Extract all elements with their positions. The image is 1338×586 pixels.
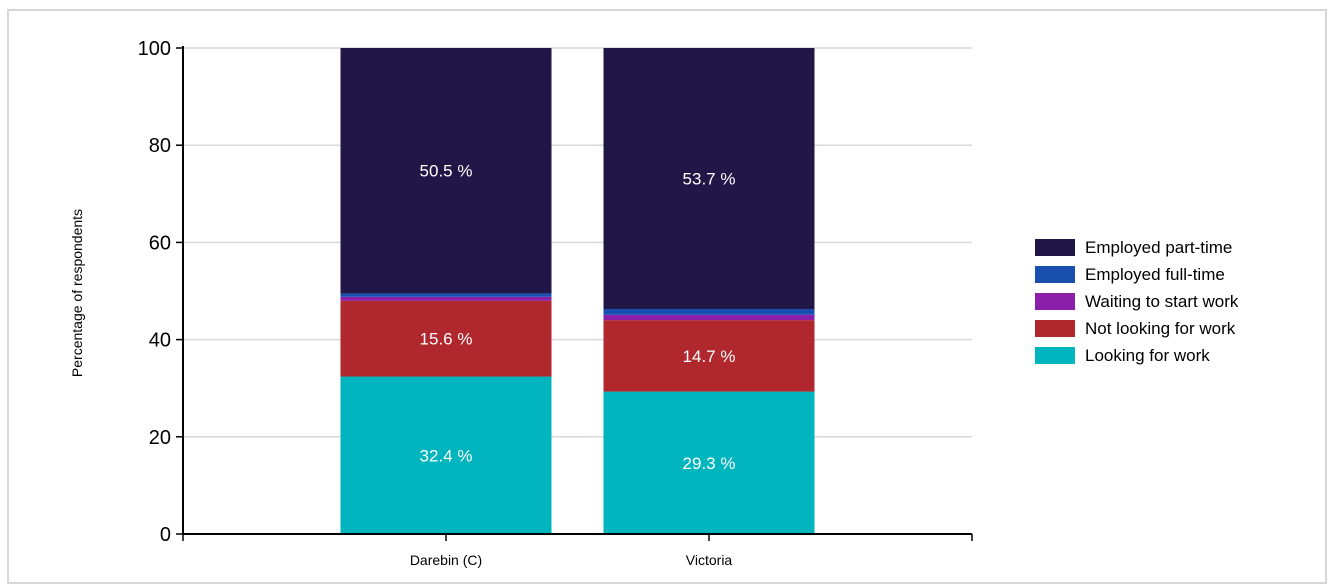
legend-label: Waiting to start work — [1085, 292, 1239, 311]
legend-swatch — [1035, 347, 1075, 364]
y-tick-label: 100 — [138, 38, 171, 60]
data-label: 15.6 % — [420, 330, 473, 349]
y-tick-label: 80 — [149, 135, 171, 157]
data-label: 53.7 % — [683, 169, 736, 188]
data-label: 29.3 % — [683, 454, 736, 473]
y-tick-label: 40 — [149, 330, 171, 352]
legend-label: Employed full-time — [1085, 265, 1225, 284]
legend-swatch — [1035, 320, 1075, 337]
data-label: 14.7 % — [683, 347, 736, 366]
data-label: 50.5 % — [420, 162, 473, 181]
legend-swatch — [1035, 239, 1075, 256]
bar-segment — [603, 308, 815, 315]
bar-segment — [340, 300, 552, 377]
y-axis-label: Percentage of respondents — [69, 209, 85, 377]
axes: 0 20 40 60 80 100 Darebin (C) Victoria — [138, 38, 973, 568]
legend-swatch — [1035, 293, 1075, 310]
legend-swatch — [1035, 266, 1075, 283]
y-tick-label: 20 — [149, 427, 171, 449]
bar-segment — [340, 296, 552, 301]
legend-label: Employed part-time — [1085, 238, 1232, 257]
bars: 32.4 % 15.6 % 50.5 % 29.3 % 14.7 % 53.7 % — [340, 48, 815, 534]
bar-segment — [603, 320, 815, 392]
bar-segment — [340, 376, 552, 534]
y-tick-label: 0 — [160, 524, 171, 546]
legend-label: Looking for work — [1085, 346, 1210, 365]
data-label: 32.4 % — [420, 446, 473, 465]
bar-segment — [603, 314, 815, 321]
bar-segment — [603, 48, 815, 309]
x-tick-label: Victoria — [686, 552, 733, 568]
y-tick-label: 60 — [149, 232, 171, 254]
bar-segment — [340, 293, 552, 297]
legend: Employed part-time Employed full-time Wait… — [1035, 238, 1239, 365]
bar-segment — [603, 391, 815, 534]
x-tick-label: Darebin (C) — [410, 552, 482, 568]
bar-segment — [340, 48, 552, 294]
legend-label: Not looking for work — [1085, 319, 1236, 338]
gridlines — [183, 47, 972, 438]
